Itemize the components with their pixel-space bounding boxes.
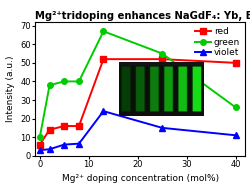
- red: [77, 125, 80, 127]
- green: [233, 106, 236, 108]
- Line: green: green: [37, 29, 237, 140]
- violet: [48, 148, 51, 150]
- violet: [233, 134, 236, 136]
- violet: [77, 143, 80, 145]
- violet: [38, 149, 41, 151]
- Line: violet: violet: [37, 108, 237, 153]
- green: [77, 80, 80, 83]
- red: [48, 129, 51, 131]
- green: [160, 52, 163, 55]
- green: [62, 80, 66, 83]
- red: [160, 58, 163, 60]
- violet: [62, 143, 66, 146]
- green: [48, 84, 51, 86]
- violet: [160, 127, 163, 129]
- red: [233, 62, 236, 64]
- violet: [102, 110, 104, 112]
- green: [102, 30, 104, 33]
- Y-axis label: Intensity (a.u.): Intensity (a.u.): [6, 56, 15, 122]
- Legend: red, green, violet: red, green, violet: [193, 26, 240, 58]
- Text: Mg²⁺tridoping enhances NaGdF₄: Yb, Er upconversion: Mg²⁺tridoping enhances NaGdF₄: Yb, Er up…: [35, 11, 250, 21]
- X-axis label: Mg²⁺ doping concentration (mol%): Mg²⁺ doping concentration (mol%): [61, 174, 218, 184]
- Line: red: red: [37, 56, 237, 147]
- red: [102, 58, 104, 60]
- red: [62, 125, 66, 127]
- red: [38, 143, 41, 146]
- green: [38, 136, 41, 138]
